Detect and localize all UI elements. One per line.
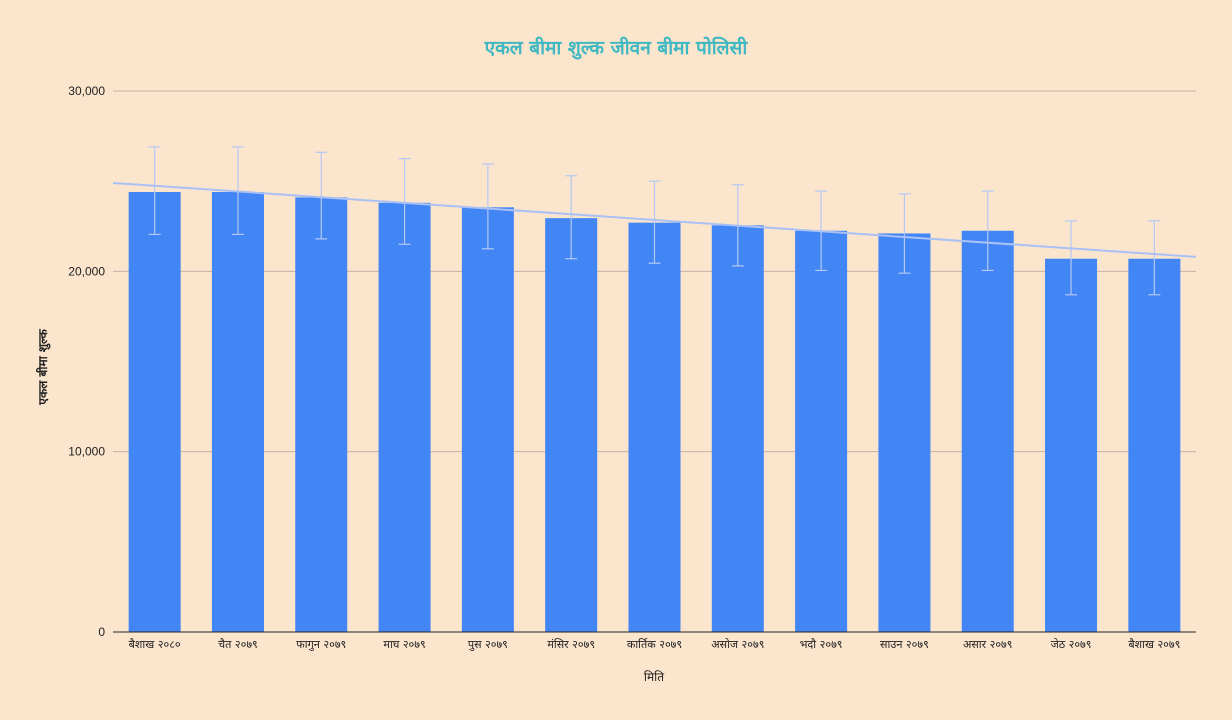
bar (711, 225, 764, 632)
y-axis-title: एकल बीमा शुल्क (36, 329, 51, 406)
y-tick-label: 0 (98, 625, 105, 639)
x-axis-title: मिति (644, 670, 665, 684)
y-tick-label: 30,000 (68, 84, 105, 98)
x-tick-label: असोज २०७९ (711, 638, 764, 651)
error-bar (1148, 220, 1161, 296)
x-tick-label: जेठ २०७९ (1051, 638, 1092, 651)
bar (211, 191, 264, 632)
x-tick-label: बैशाख २०७९ (1128, 638, 1180, 651)
error-bars (148, 146, 1161, 296)
error-bar (565, 175, 578, 260)
bars (128, 191, 1181, 633)
error-bar (315, 151, 328, 240)
error-bar (398, 158, 411, 245)
bar (795, 230, 848, 632)
bar (628, 222, 681, 633)
error-bar (148, 146, 161, 235)
x-tick-label: मंसिर २०७९ (547, 638, 595, 651)
trendline (112, 181, 1197, 258)
bar (128, 191, 181, 632)
bar (295, 197, 348, 632)
y-tick-label: 10,000 (68, 445, 105, 459)
error-bar (981, 190, 994, 272)
x-tick-label: फागुन २०७९ (296, 638, 346, 651)
y-axis-ticks: 0 10,000 20,000 30,000 (68, 84, 105, 639)
bar (961, 230, 1014, 632)
trendline-group (112, 181, 1197, 258)
x-tick-label: माघ २०७९ (383, 638, 425, 651)
x-tick-label: साउन २०७९ (880, 638, 929, 651)
error-bar (898, 193, 911, 274)
x-axis-ticks: बैशाख २०८० चैत २०७९ फागुन २०७९ माघ २०७९ पुस … (129, 638, 1181, 651)
x-tick-label: पुस २०७९ (468, 638, 508, 651)
bar (1128, 258, 1181, 632)
bar (1045, 258, 1098, 632)
bar (545, 218, 598, 632)
x-tick-label: चैत २०७९ (218, 638, 258, 651)
x-tick-label: कार्तिक २०७९ (627, 638, 682, 651)
bar (378, 202, 431, 632)
x-tick-label: असार २०७९ (963, 638, 1013, 651)
bar (878, 233, 931, 633)
x-tick-label: बैशाख २०८० (129, 638, 181, 651)
y-tick-label: 20,000 (68, 264, 105, 278)
x-tick-label: भदौ २०७९ (800, 638, 843, 651)
error-bar (648, 180, 661, 264)
chart-title: एकल बीमा शुल्क जीवन बीमा पोलिसी (484, 36, 749, 60)
error-bar (1065, 220, 1078, 296)
bar (461, 207, 514, 632)
error-bar (481, 163, 494, 250)
